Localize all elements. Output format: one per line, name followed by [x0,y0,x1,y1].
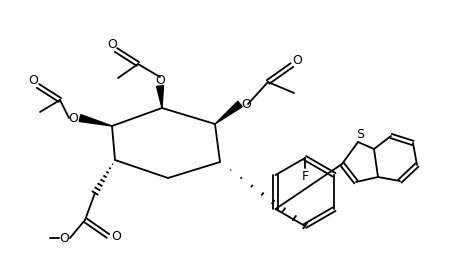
Text: O: O [292,55,302,67]
Text: F: F [302,170,309,182]
Text: S: S [356,129,364,141]
Text: O: O [107,38,117,50]
Polygon shape [157,86,163,108]
Polygon shape [79,115,112,126]
Text: O: O [111,230,121,242]
Text: O: O [155,73,165,87]
Polygon shape [215,101,242,124]
Text: O: O [59,232,69,244]
Text: O: O [68,112,78,124]
Text: O: O [28,75,38,87]
Text: O: O [241,98,251,112]
